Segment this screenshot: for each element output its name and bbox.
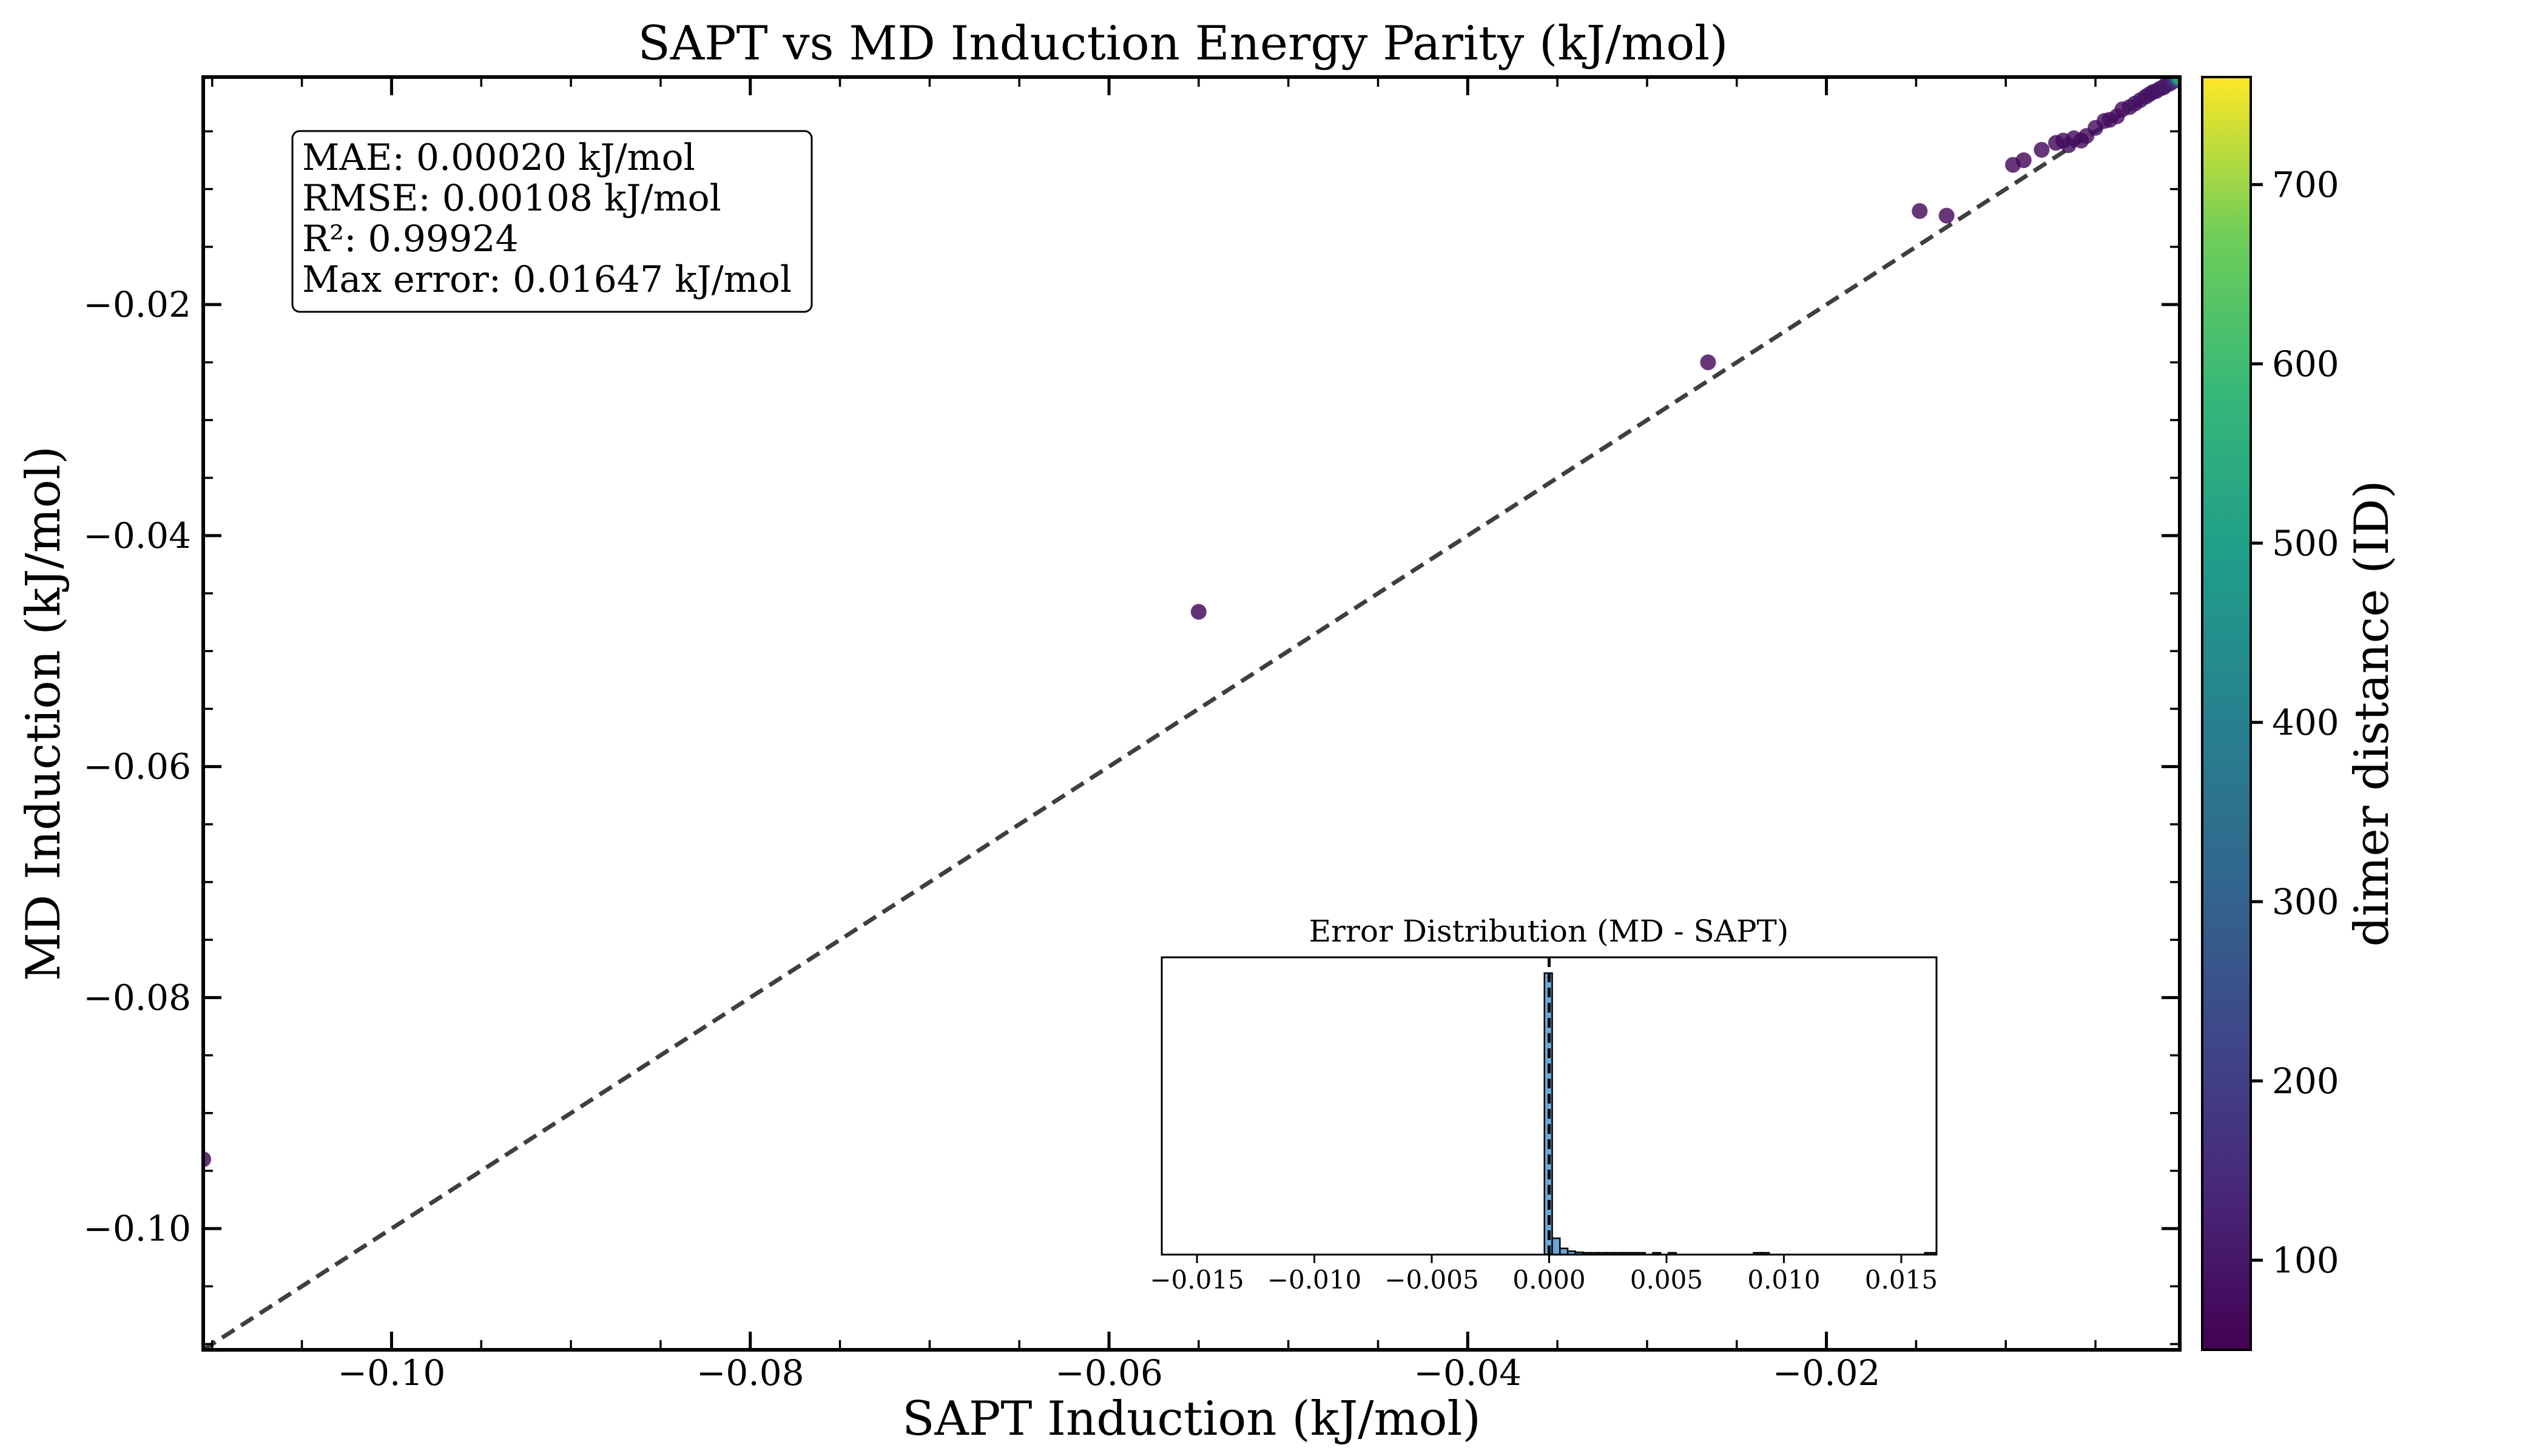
- colorbar-tick-labels: 100 200 300 400 500 600 700: [2272, 164, 2339, 1281]
- colorbar-tick-label: 100: [2272, 1239, 2339, 1281]
- scatter-point: [2015, 152, 2032, 169]
- scatter-point: [1938, 207, 1955, 224]
- colorbar-tick-label: 500: [2272, 522, 2339, 564]
- histogram-x-tick-label: 0.015: [1865, 1265, 1938, 1295]
- colorbar-label: dimer distance (ID): [2345, 480, 2399, 947]
- stats-rmse: RMSE: 0.00108 kJ/mol: [302, 177, 721, 220]
- y-tick-label: −0.02: [83, 284, 191, 325]
- x-tick-labels: −0.10 −0.08 −0.06 −0.04 −0.02: [338, 1352, 1881, 1394]
- stats-r2: R²: 0.99924: [302, 218, 519, 260]
- histogram-bar: [1551, 1237, 1561, 1256]
- stats-box-frame: [291, 130, 813, 313]
- colorbar-gradient: [2201, 76, 2252, 1351]
- y-tick-labels: −0.10 −0.08 −0.06 −0.04 −0.02: [83, 284, 191, 1249]
- main-plot-area: −0.10 −0.08 −0.06 −0.04 −0.02 −0.10 −0.0…: [16, 75, 2182, 1446]
- y-tick-label: −0.08: [83, 977, 191, 1018]
- parity-reference-line: [203, 77, 2180, 1350]
- stats-max-error: Max error: 0.01647 kJ/mol: [302, 258, 792, 301]
- y-tick-label: −0.06: [83, 746, 191, 787]
- stats-mae: MAE: 0.00020 kJ/mol: [302, 136, 695, 179]
- scatter-point: [1190, 604, 1207, 620]
- plot-frame: [201, 75, 2182, 1352]
- y-tick-label: −0.04: [83, 515, 191, 556]
- scatter-point: [203, 1151, 211, 1167]
- x-tick-label: −0.06: [1055, 1352, 1163, 1394]
- histogram-title: Error Distribution (MD - SAPT): [1309, 914, 1789, 949]
- histogram-x-tick-label: 0.010: [1747, 1265, 1820, 1295]
- histogram-x-tick-labels: −0.015 −0.010 −0.005 0.000 0.005 0.010 0…: [1150, 1265, 1938, 1295]
- colorbar-tick-label: 300: [2272, 881, 2339, 922]
- histogram-x-tick-label: 0.005: [1630, 1265, 1703, 1295]
- x-tick-label: −0.08: [696, 1352, 804, 1394]
- histogram-x-tick-label: 0.000: [1512, 1265, 1585, 1295]
- colorbar-tick-label: 400: [2272, 702, 2339, 743]
- chart-title: SAPT vs MD Induction Energy Parity (kJ/m…: [638, 16, 1728, 71]
- histogram-x-ticks: [1196, 1255, 1903, 1263]
- scatter-points: [203, 77, 2180, 1167]
- scatter-point: [1912, 203, 1928, 219]
- x-tick-label: −0.10: [338, 1352, 446, 1394]
- histogram-x-tick-label: −0.015: [1150, 1265, 1244, 1295]
- x-axis-label: SAPT Induction (kJ/mol): [902, 1392, 1481, 1446]
- colorbar-tick-label: 700: [2272, 164, 2339, 205]
- stats-box: MAE: 0.00020 kJ/mol RMSE: 0.00108 kJ/mol…: [291, 130, 813, 313]
- histogram-x-tick-label: −0.005: [1384, 1265, 1478, 1295]
- histogram-x-tick-label: −0.010: [1267, 1265, 1361, 1295]
- x-tick-label: −0.04: [1414, 1352, 1522, 1394]
- colorbar: 100 200 300 400 500 600 700 dimer distan…: [2201, 76, 2399, 1351]
- colorbar-ticks: [2251, 183, 2263, 1262]
- colorbar-tick-label: 200: [2272, 1060, 2339, 1102]
- error-histogram-inset: −0.015 −0.010 −0.005 0.000 0.005 0.010 0…: [1150, 914, 1938, 1295]
- y-tick-label: −0.10: [83, 1208, 191, 1249]
- histogram-bar: [1559, 1247, 1569, 1256]
- colorbar-tick-label: 600: [2272, 343, 2339, 385]
- scatter-point: [1700, 354, 1716, 371]
- scatter-point: [2034, 141, 2050, 158]
- x-tick-label: −0.02: [1773, 1352, 1881, 1394]
- y-axis-label: MD Induction (kJ/mol): [16, 446, 71, 981]
- scatter-point: [2172, 77, 2180, 85]
